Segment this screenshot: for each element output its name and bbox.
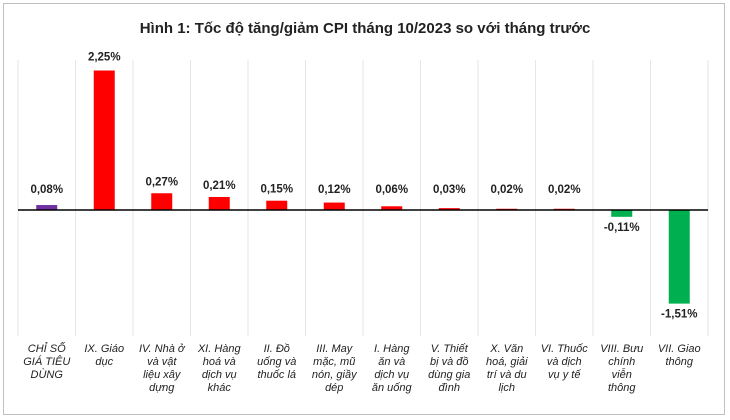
category-label: XI. Hàng hoá và dịch vụ khác	[197, 343, 242, 394]
category-label: CHỈ SỐ GIÁ TIÊU DÙNG	[23, 342, 70, 381]
category-label: V. Thiết bị và đồ dùng gia đình	[428, 343, 470, 394]
bar	[151, 193, 173, 210]
category-label: IV. Nhà ở và vật liệu xây dựng	[139, 343, 186, 394]
bar	[381, 206, 403, 210]
chart-title: Hình 1: Tốc độ tăng/giảm CPI tháng 10/20…	[139, 20, 591, 37]
data-label: 0,06%	[375, 184, 408, 196]
category-label: VII. Giao thông	[658, 343, 701, 368]
data-label: -1,51%	[661, 309, 697, 321]
bar	[266, 200, 288, 210]
bar	[36, 205, 58, 210]
data-label: 0,08%	[30, 184, 63, 196]
data-label: 0,12%	[318, 184, 351, 196]
category-label: I. Hàng ăn và dịch vụ ăn uống	[372, 343, 413, 394]
bar	[668, 210, 690, 304]
category-label: VI. Thuốc và dịch vụ y tế	[541, 343, 589, 381]
data-label: 0,02%	[490, 184, 523, 196]
category-label: III. May mặc, mũ nón, giầy dép	[312, 343, 358, 394]
bar	[93, 70, 115, 210]
data-label: 0,03%	[433, 184, 466, 196]
data-label: 0,15%	[260, 184, 293, 196]
category-label: X. Văn hoá, giải trí và du lịch	[486, 343, 528, 394]
data-label: 2,25%	[88, 52, 121, 64]
bar	[438, 208, 460, 210]
bar	[323, 202, 345, 210]
bar	[611, 210, 633, 217]
data-label: 0,21%	[203, 180, 236, 192]
data-label: -0,11%	[604, 222, 640, 234]
category-label: II. Đồ uống và thuốc lá	[257, 343, 296, 381]
category-label: VIII. Bưu chính viễn thông	[600, 343, 643, 394]
data-label: 0,02%	[548, 184, 581, 196]
category-label: IX. Giáo dục	[84, 343, 124, 368]
data-label: 0,27%	[145, 176, 178, 188]
bar	[208, 196, 230, 210]
chart-frame	[3, 3, 725, 415]
